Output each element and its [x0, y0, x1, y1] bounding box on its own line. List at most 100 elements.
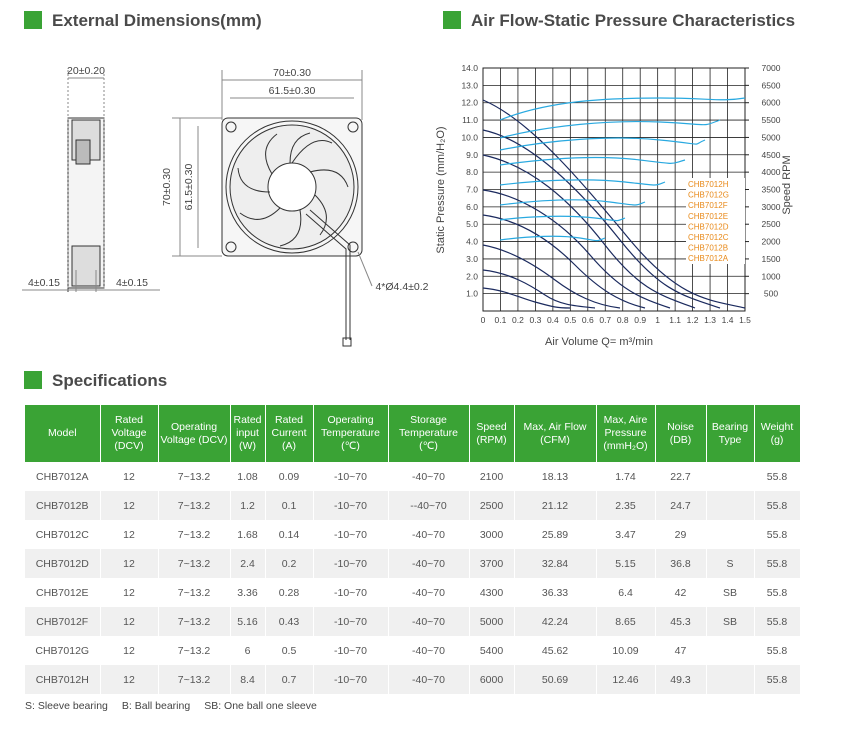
table-cell: -10~70 [313, 520, 389, 549]
x-tick-label: 0.2 [512, 315, 524, 325]
table-cell: 29 [655, 520, 707, 549]
table-cell: 55.8 [754, 636, 801, 665]
legend-entry: CHB7012E [688, 212, 728, 221]
table-cell: -40~70 [388, 578, 470, 607]
table-cell: 5.15 [596, 549, 656, 578]
y-tick-label: 3.0 [466, 254, 478, 264]
x-tick-label: 0.4 [547, 315, 559, 325]
table-cell: -10~70 [313, 549, 389, 578]
table-cell: 12.46 [596, 665, 656, 694]
table-row: CHB7012E 12 7~13.2 3.36 0.28 -10~70 -40~70 4300… [25, 578, 801, 607]
table-cell: 1.08 [230, 462, 266, 491]
table-cell: 7~13.2 [158, 491, 231, 520]
y-tick-label: 11.0 [462, 115, 478, 125]
table-cell: 7~13.2 [158, 520, 231, 549]
y-tick-label: 4.0 [466, 237, 478, 247]
legend-entry: CHB7012G [688, 191, 729, 200]
table-cell: 0.28 [265, 578, 314, 607]
table-cell: 12 [100, 520, 159, 549]
table-cell: 8.4 [230, 665, 266, 694]
table-cell: CHB7012A [25, 462, 101, 491]
table-cell: 32.84 [514, 549, 597, 578]
y-tick-label: 12.0 [461, 98, 478, 108]
x-axis-label: Air Volume Q= m³/min [545, 336, 653, 348]
y-axis-label: Static Pressure (mm/H₂O) [435, 126, 447, 253]
column-header: Max, Air Flow (CFM) [514, 405, 597, 462]
table-cell: -10~70 [313, 578, 389, 607]
column-header: Operating Temperature (℃) [313, 405, 389, 462]
table-cell: 0.1 [265, 491, 314, 520]
y2-tick-label: 5000 [762, 132, 781, 142]
dimension-label: 61.5±0.30 [183, 164, 195, 211]
curves [482, 97, 746, 309]
note: B: Ball bearing [121, 700, 191, 712]
dimension-label: 61.5±0.30 [269, 85, 316, 97]
legend-entry: CHB7012A [688, 254, 729, 263]
y2-tick-label: 2000 [762, 237, 781, 247]
table-cell: -40~70 [388, 549, 470, 578]
column-header: Rated input (W) [230, 405, 266, 462]
table-cell: 2100 [469, 462, 515, 491]
table-cell: 7~13.2 [158, 549, 231, 578]
table-cell [706, 491, 755, 520]
table-cell: 55.8 [754, 520, 801, 549]
column-header: Model [25, 405, 101, 462]
table-cell: 55.8 [754, 607, 801, 636]
table-cell [706, 520, 755, 549]
x-tick-label: 0.9 [634, 315, 646, 325]
table-cell: -40~70 [388, 665, 470, 694]
table-cell: 0.43 [265, 607, 314, 636]
table-cell: 5000 [469, 607, 515, 636]
legend-box [686, 178, 745, 264]
y2-tick-label: 1000 [762, 271, 781, 281]
x-tick-label: 1.1 [669, 315, 681, 325]
table-cell: 0.14 [265, 520, 314, 549]
x-tick-label: 0.7 [599, 315, 611, 325]
table-cell: 55.8 [754, 578, 801, 607]
table-cell: 3.36 [230, 578, 266, 607]
x-tick-label: 0.3 [529, 315, 541, 325]
column-header: Weight (g) [754, 405, 801, 462]
x-tick-label: 0 [481, 315, 486, 325]
table-cell: 6000 [469, 665, 515, 694]
table-cell: -10~70 [313, 636, 389, 665]
table-cell [706, 636, 755, 665]
legend-entry: CHB7012C [688, 233, 729, 242]
column-header: Rated Current (A) [265, 405, 314, 462]
table-cell: 2.4 [230, 549, 266, 578]
table-cell: 21.12 [514, 491, 597, 520]
x-tick-label: 1 [655, 315, 660, 325]
y-tick-label: 1.0 [466, 289, 478, 299]
table-cell: 45.3 [655, 607, 707, 636]
dimension-label: 4±0.15 [28, 277, 60, 289]
spec-table: Model Rated Voltage (DCV) Operating Voltag… [25, 405, 801, 694]
table-cell: -10~70 [313, 491, 389, 520]
column-header: Storage Temperature (℃) [388, 405, 470, 462]
table-cell: 55.8 [754, 665, 801, 694]
y2-tick-label: 1500 [762, 254, 781, 264]
table-cell: CHB7012F [25, 607, 101, 636]
table-cell: 0.2 [265, 549, 314, 578]
column-header: Max, Aire Pressure (mmH₂O) [596, 405, 656, 462]
legend-entry: CHB7012H [688, 180, 729, 189]
dimension-label: 4*Ø4.4±0.2 [375, 281, 428, 293]
table-cell [706, 462, 755, 491]
table-cell: 50.69 [514, 665, 597, 694]
table-cell: 36.33 [514, 578, 597, 607]
table-cell: 3700 [469, 549, 515, 578]
y2-tick-label: 3500 [762, 185, 781, 195]
table-cell: CHB7012E [25, 578, 101, 607]
legend-entry: CHB7012D [688, 222, 729, 231]
y2-tick-label: 5500 [762, 115, 781, 125]
legend-entry: CHB7012B [688, 244, 728, 253]
x-tick-label: 1.2 [687, 315, 699, 325]
table-cell: SB [706, 578, 755, 607]
legend-entry: CHB7012F [688, 201, 728, 210]
table-cell: 5400 [469, 636, 515, 665]
table-cell: 7~13.2 [158, 636, 231, 665]
y2-tick-label: 6000 [762, 98, 781, 108]
table-cell: -40~70 [388, 520, 470, 549]
table-row: CHB7012F 12 7~13.2 5.16 0.43 -10~70 -40~70 5000… [25, 607, 801, 636]
